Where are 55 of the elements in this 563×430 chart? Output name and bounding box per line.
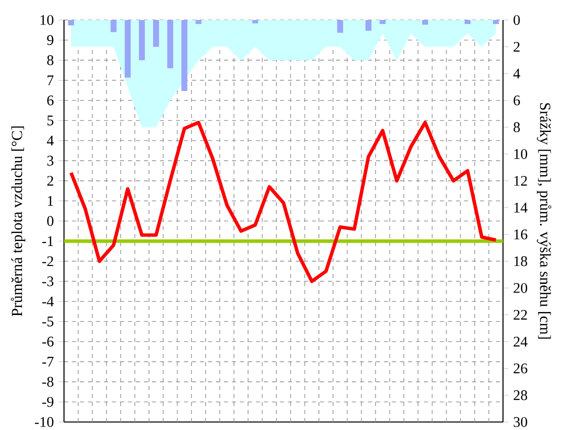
bar — [252, 20, 258, 24]
bar — [167, 20, 174, 68]
y-axis-title: Průměrná teplota vzduchu [°C] — [10, 126, 26, 316]
bar — [110, 20, 117, 32]
bar — [196, 20, 202, 24]
y-tick-label: -6 — [42, 336, 54, 347]
y-tick-label: 5 — [47, 116, 54, 126]
bar — [138, 20, 145, 60]
y-tick-label: 8 — [47, 55, 54, 66]
y-tick-label: -9 — [42, 396, 54, 407]
y-tick-label: -10 — [34, 417, 54, 427]
y2-tick-label: 4 — [513, 68, 520, 78]
y-tick-label: -5 — [42, 316, 54, 326]
y-tick-label: 2 — [47, 176, 54, 186]
y2-tick-label: 30 — [514, 417, 528, 427]
y-tick-label: -8 — [42, 376, 54, 387]
y2-tick-label: 6 — [514, 95, 520, 106]
line-series — [69, 120, 498, 284]
y-tick-label: 4 — [46, 136, 54, 146]
y2-tick-label: 14 — [514, 202, 528, 212]
y-tick-label: -2 — [42, 256, 54, 266]
y2-tick-label: 26 — [514, 363, 528, 374]
y-tick-label: 9 — [47, 35, 54, 46]
y-tick-label: -1 — [42, 236, 54, 246]
bar — [153, 20, 160, 47]
y2-tick-label: 2 — [514, 42, 520, 52]
y2-tick-label: 0 — [514, 15, 520, 25]
y2-tick-label: 8 — [514, 122, 520, 132]
bar — [124, 20, 131, 78]
y2-tick-label: 22 — [514, 310, 527, 320]
y-tick-label: 0 — [47, 216, 54, 226]
bar — [422, 20, 428, 25]
y2-axis-title: Srážky [mm], prům. výška sněhu [cm] — [536, 103, 552, 339]
bar — [380, 20, 386, 24]
y-tick-label: -7 — [42, 356, 54, 366]
y-tick-label: 3 — [47, 156, 54, 166]
y2-tick-label: 12 — [514, 176, 527, 186]
bar — [68, 20, 74, 26]
y-tick-label: -4 — [42, 296, 54, 306]
y2-tick-label: 28 — [514, 390, 528, 400]
y2-tick-label: 20 — [514, 283, 528, 293]
y2-tick-label: 10 — [514, 149, 528, 159]
y2-tick-label: 18 — [514, 256, 528, 266]
y-tick-label: 10 — [40, 15, 54, 25]
y-tick-label: -3 — [42, 276, 54, 286]
y2-tick-label: 24 — [514, 336, 528, 346]
bar — [492, 20, 499, 24]
y-tick-label: 1 — [48, 196, 54, 206]
y-tick-label: 6 — [47, 95, 54, 106]
bar — [181, 20, 188, 92]
y-tick-label: 7 — [48, 76, 54, 86]
bar — [464, 20, 471, 24]
y2-tick-label: 16 — [514, 229, 528, 240]
bar — [337, 20, 344, 33]
bar — [365, 20, 372, 31]
